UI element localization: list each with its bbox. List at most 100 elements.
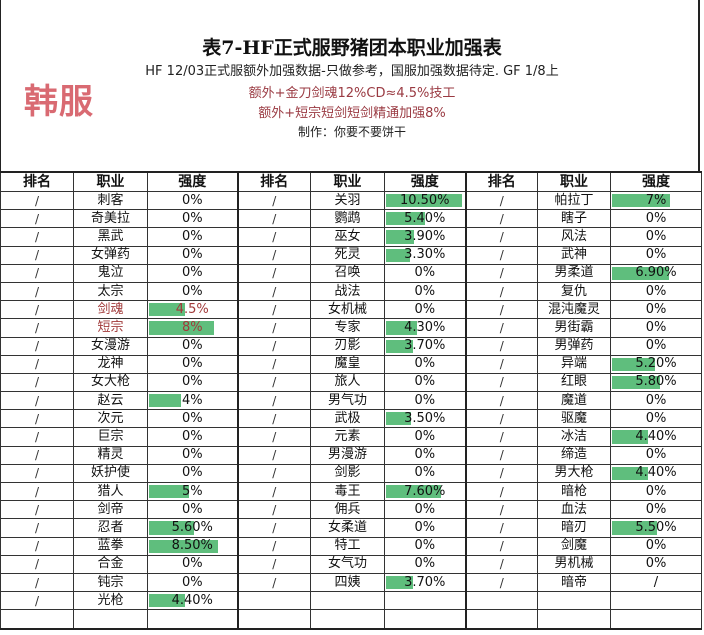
job-cell: 黑武 bbox=[73, 227, 148, 247]
strength-value: 3.90% bbox=[404, 228, 446, 244]
strength-cell: 5.60% bbox=[147, 518, 239, 538]
strength-value: 0% bbox=[645, 501, 667, 517]
strength-cell: 0% bbox=[384, 300, 467, 320]
job-cell: 魔皇 bbox=[310, 354, 385, 374]
strength-value: 8.50% bbox=[171, 538, 213, 554]
job-cell: 女机械 bbox=[310, 300, 385, 320]
strength-cell: 0% bbox=[384, 427, 467, 447]
rank-cell: / bbox=[465, 372, 538, 393]
job-cell: 合金 bbox=[73, 554, 148, 574]
rank-cell: / bbox=[0, 572, 74, 593]
strength-value: 0% bbox=[645, 410, 667, 426]
strength-cell: 5.80% bbox=[610, 372, 702, 393]
table-row: / 女大枪 0% / 旅人 0% / 红眼 5.80% bbox=[0, 372, 702, 393]
strength-cell bbox=[610, 609, 702, 630]
strength-bar bbox=[149, 321, 214, 335]
strength-value: 0% bbox=[645, 447, 667, 463]
table-row: / 短宗 8% / 专家 4.30% / 男街霸 0% bbox=[0, 318, 702, 338]
table-row: / 蓝拳 8.50% / 特工 0% / 剑魔 0% bbox=[0, 536, 702, 556]
rank-cell: / bbox=[0, 281, 74, 302]
table-row: / 太宗 0% / 战法 0% / 复仇 0% bbox=[0, 281, 702, 302]
table-row: / 合金 0% / 女气功 0% / 男机械 0% bbox=[0, 554, 702, 574]
strength-cell bbox=[147, 609, 239, 630]
job-cell: 帕拉丁 bbox=[537, 190, 611, 211]
strength-cell: 5% bbox=[147, 481, 239, 502]
rank-cell: / bbox=[0, 227, 74, 247]
strength-cell: 0% bbox=[147, 554, 239, 574]
table-row: / 精灵 0% / 男漫游 0% / 缔造 0% bbox=[0, 445, 702, 465]
job-cell: 赵云 bbox=[73, 391, 148, 411]
strength-value: 4.40% bbox=[635, 429, 677, 445]
rank-cell: / bbox=[237, 245, 311, 265]
job-cell: 男漫游 bbox=[310, 445, 385, 465]
job-cell: 女弹药 bbox=[73, 245, 148, 265]
rank-cell: / bbox=[465, 536, 538, 556]
subtitle: HF 12/03正式服额外加强数据-只做参考，国服加强数据待定. GF 1/8上 bbox=[145, 64, 559, 79]
job-cell: 女漫游 bbox=[73, 336, 148, 356]
job-cell: 战法 bbox=[310, 281, 385, 302]
table-header: 排名 职业 强度 排名 职业 强度 排名 职业 强度 bbox=[0, 171, 702, 192]
strength-value: 0% bbox=[645, 392, 667, 408]
rank-cell: / bbox=[237, 500, 311, 520]
rank-cell: / bbox=[465, 518, 538, 538]
note-sword-soul: 额外+金刀剑魂12%CD≈4.5%技工 bbox=[248, 86, 456, 101]
table-row: / 猎人 5% / 毒王 7.60% / 暗枪 0% bbox=[0, 481, 702, 502]
rank-cell: / bbox=[237, 354, 311, 374]
table-row: / 钝宗 0% / 四姨 3.70% / 暗帝 / bbox=[0, 572, 702, 593]
strength-value: 0% bbox=[414, 392, 436, 408]
strength-cell: 0% bbox=[610, 554, 702, 574]
strength-bar bbox=[149, 394, 182, 408]
strength-cell bbox=[384, 609, 467, 630]
strength-value: 0% bbox=[181, 556, 203, 572]
table-row: / 刺客 0% / 关羽 10.50% / 帕拉丁 7% bbox=[0, 190, 702, 211]
strength-bar bbox=[612, 194, 670, 208]
strength-cell: 0% bbox=[384, 263, 467, 283]
strength-cell: 0% bbox=[147, 409, 239, 429]
header-strength: 强度 bbox=[610, 171, 702, 192]
strength-value: 0% bbox=[645, 319, 667, 335]
rank-cell: / bbox=[465, 427, 538, 447]
strength-cell: 0% bbox=[147, 445, 239, 465]
strength-value: 3.70% bbox=[404, 338, 446, 354]
strength-cell: 0% bbox=[147, 190, 239, 211]
job-cell: 短宗 bbox=[73, 318, 148, 338]
job-cell: 剑魂 bbox=[73, 300, 148, 320]
rank-cell: / bbox=[465, 481, 538, 502]
rank-cell: / bbox=[237, 554, 311, 574]
rank-cell: / bbox=[0, 391, 74, 411]
rank-cell bbox=[465, 609, 538, 630]
rank-cell: / bbox=[0, 336, 74, 356]
strength-cell: 0% bbox=[384, 391, 467, 411]
rank-cell: / bbox=[0, 427, 74, 447]
strength-cell: 0% bbox=[610, 409, 702, 429]
strength-cell: 8% bbox=[147, 318, 239, 338]
job-cell: 龙神 bbox=[73, 354, 148, 374]
strength-value: 0% bbox=[645, 283, 667, 299]
job-cell bbox=[537, 591, 611, 611]
job-cell: 红眼 bbox=[537, 372, 611, 393]
rank-cell: / bbox=[237, 336, 311, 356]
header-job: 职业 bbox=[310, 171, 385, 192]
strength-value: 0% bbox=[645, 247, 667, 263]
job-cell: 复仇 bbox=[537, 281, 611, 302]
job-cell: 刺客 bbox=[73, 190, 148, 211]
strength-cell: 3.30% bbox=[384, 245, 467, 265]
job-cell: 缔造 bbox=[537, 445, 611, 465]
job-cell: 特工 bbox=[310, 536, 385, 556]
strength-cell: 8.50% bbox=[147, 536, 239, 556]
job-cell: 鹦鹉 bbox=[310, 209, 385, 229]
strength-value: 0% bbox=[181, 447, 203, 463]
buff-table: 排名 职业 强度 排名 职业 强度 排名 职业 强度 / 刺客 0% / 关羽 10.50% / 帕拉丁 7% /… bbox=[0, 171, 702, 630]
rank-cell: / bbox=[0, 463, 74, 484]
strength-bar bbox=[612, 521, 658, 535]
rank-cell: / bbox=[0, 481, 74, 502]
rank-cell bbox=[465, 591, 538, 611]
strength-cell: 0% bbox=[384, 518, 467, 538]
strength-value: 0% bbox=[645, 228, 667, 244]
table-row: / 忍者 5.60% / 女柔道 0% / 暗刃 5.50% bbox=[0, 518, 702, 538]
job-cell: 混沌魔灵 bbox=[537, 300, 611, 320]
job-cell bbox=[73, 609, 148, 630]
strength-value: 5.40% bbox=[404, 210, 446, 226]
job-cell: 男气功 bbox=[310, 391, 385, 411]
rank-cell: / bbox=[0, 209, 74, 229]
